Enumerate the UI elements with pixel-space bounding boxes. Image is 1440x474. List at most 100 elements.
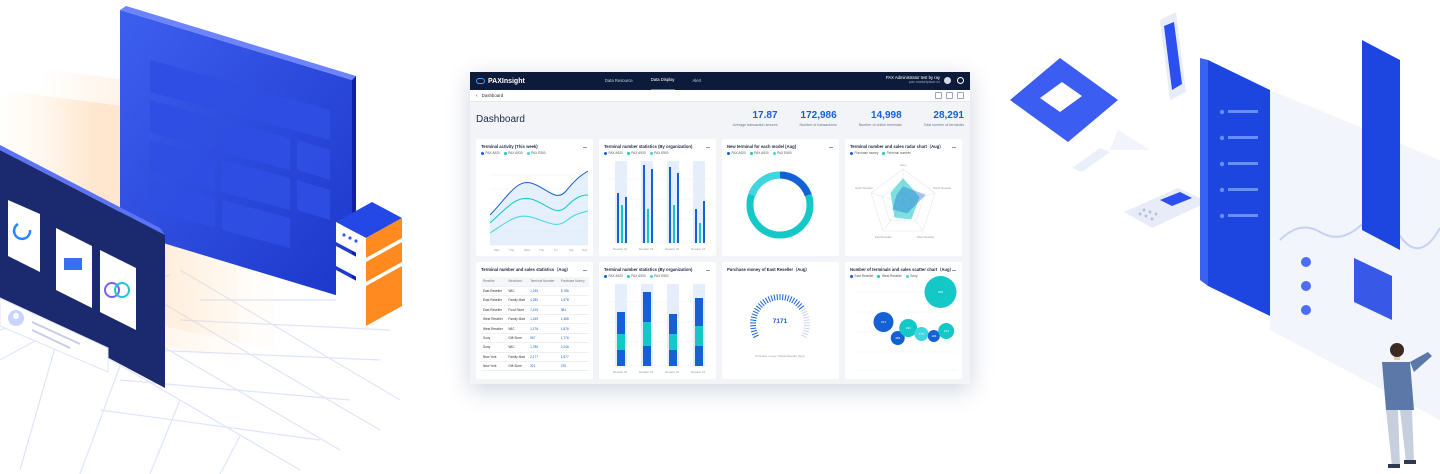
table-row: New York Family Mart 2,177 1,877 xyxy=(481,352,589,363)
bar xyxy=(625,197,627,243)
chart-legend: Purchase money Terminal number xyxy=(850,151,915,155)
bubble xyxy=(924,276,957,308)
bar xyxy=(703,201,705,243)
download-icon[interactable] xyxy=(706,144,710,148)
bubble-label: 465 xyxy=(895,336,900,340)
x-tick: Reseller 03 xyxy=(665,247,680,251)
card-sales-table: Terminal number and sales statistics（Aug… xyxy=(476,262,593,379)
card-scatter: 100 371 465 194 176 196 134 Number of terminal… xyxy=(845,262,962,379)
gauge-tick xyxy=(789,296,793,303)
card-terminal-stats-org: Reseller 01 Reseller 02 Reseller 03 Rese… xyxy=(599,139,716,256)
card-title: Number of terminals and sales scatter ch… xyxy=(850,267,954,272)
radar-axis-label: North Reseller xyxy=(855,186,873,190)
table-row: New York Gift Store 321 376 xyxy=(481,361,589,372)
breadcrumb: ‹ Dashboard xyxy=(470,90,970,102)
download-icon[interactable] xyxy=(952,144,956,148)
gauge-tick xyxy=(801,334,807,339)
bar xyxy=(673,205,675,243)
legend-item: PAX A930 xyxy=(503,151,523,155)
bubble-label: 134 xyxy=(944,329,949,333)
table-row: Sony Gift Store 967 1,776 xyxy=(481,333,589,344)
card-terminal-activity: Mon Thu Wed Thu Fri Sat Sun Terminal act… xyxy=(476,139,593,256)
language-globe-icon[interactable] xyxy=(957,76,964,84)
gauge-tick xyxy=(757,303,763,308)
x-tick: Wed xyxy=(524,248,530,252)
table-row: West Reseller Family Mart 1,249 1,485 xyxy=(481,314,589,325)
dashboard-window: PAX Insight Data Resource Data Display Al… xyxy=(470,72,970,384)
bubble xyxy=(927,330,940,342)
gauge-tick xyxy=(781,294,784,301)
app-logo[interactable]: PAX Insight xyxy=(476,78,525,85)
nav-item-data-resource[interactable]: Data Resource xyxy=(604,78,633,83)
bar xyxy=(651,169,653,243)
bar xyxy=(669,167,671,243)
breadcrumb-label: Dashboard xyxy=(481,93,504,98)
kpi-label: Average transaction amount xyxy=(732,123,778,127)
kpi-label: Total number of terminals xyxy=(923,123,964,127)
download-icon[interactable] xyxy=(946,92,953,99)
card-title: Terminal number and sales statistics（Aug… xyxy=(481,267,571,272)
bar xyxy=(643,346,651,366)
legend-item: PAX A930 xyxy=(626,274,646,278)
gauge-tick xyxy=(786,295,790,302)
gauge-tick xyxy=(791,297,796,304)
card-title: Terminal activity (This week) xyxy=(481,144,538,149)
gauge-tick xyxy=(793,299,798,305)
chart-legend: PAX A920 PAX A930 PAX E500 xyxy=(481,151,550,155)
fullscreen-icon[interactable] xyxy=(935,92,942,99)
gauge-tick xyxy=(750,319,757,322)
gauge-value: 7171 xyxy=(773,318,788,325)
radar-axis-label: Sony xyxy=(900,163,907,167)
gauge-tick xyxy=(754,307,760,312)
download-icon[interactable] xyxy=(583,267,587,271)
bar xyxy=(669,334,677,350)
back-arrow-icon[interactable]: ‹ xyxy=(476,92,478,99)
radar-axis-label: South Reseller xyxy=(933,186,951,190)
brand-name: Insight xyxy=(501,77,525,85)
bubble-label: 196 xyxy=(931,334,936,338)
bubble-label: 194 xyxy=(906,326,911,330)
table-row: Sony WIC 1,785 2,246 xyxy=(481,342,589,353)
activity-line-chart: Mon Thu Wed Thu Fri Sat Sun xyxy=(489,170,589,252)
legend-item: Sony xyxy=(905,274,918,278)
bar xyxy=(617,350,625,366)
bar xyxy=(643,322,651,346)
gauge-tick xyxy=(759,301,765,307)
gauge-tick xyxy=(750,327,757,330)
legend-item: PAX A920 xyxy=(604,274,623,278)
donut-chart xyxy=(746,171,814,239)
user-menu[interactable]: PAX Administrator test by ray pax.marketp… xyxy=(886,75,964,85)
left-illustration xyxy=(0,6,402,474)
legend-item: PAX E500 xyxy=(772,151,792,155)
card-terminal-stats-org-2: Reseller 01 Reseller 02 Reseller 03 Rese… xyxy=(599,262,716,379)
download-icon[interactable] xyxy=(706,267,710,271)
x-tick: Reseller 01 xyxy=(613,247,628,251)
download-icon[interactable] xyxy=(829,144,833,148)
gauge-tick xyxy=(797,303,803,308)
card-title: Terminal number statistics (By organizat… xyxy=(604,144,693,149)
gauge-tick xyxy=(802,332,809,336)
settings-icon[interactable] xyxy=(957,92,964,99)
card-purchase-money: 7171 Purchase money of East Reseller (Au… xyxy=(722,262,839,379)
user-name: PAX Administrator test by ray xyxy=(885,75,940,80)
stacked-bar-chart: Reseller 01 Reseller 02 Reseller 03 Rese… xyxy=(609,284,711,374)
download-icon[interactable] xyxy=(583,144,587,148)
x-tick: Thu xyxy=(539,248,545,252)
user-org: pax.marketplace.xx xyxy=(909,80,940,84)
bubble xyxy=(890,331,905,345)
avatar[interactable] xyxy=(944,76,951,84)
gauge-tick xyxy=(764,297,769,304)
bar xyxy=(677,173,679,243)
legend-item: West Reseller xyxy=(877,274,902,278)
nav-item-alert[interactable]: Alert xyxy=(692,78,702,83)
nav-item-data-display[interactable]: Data Display xyxy=(650,72,675,90)
top-navigation-bar: PAX Insight Data Resource Data Display Al… xyxy=(470,72,970,90)
radar-chart: Sony South Reseller West Reseller East R… xyxy=(855,163,951,239)
gauge-tick xyxy=(776,294,779,301)
gauge-tick xyxy=(752,310,759,315)
gauge-tick xyxy=(800,307,806,312)
legend-item: PAX A930 xyxy=(626,151,646,155)
download-icon[interactable] xyxy=(952,267,956,271)
bubble xyxy=(938,323,955,339)
